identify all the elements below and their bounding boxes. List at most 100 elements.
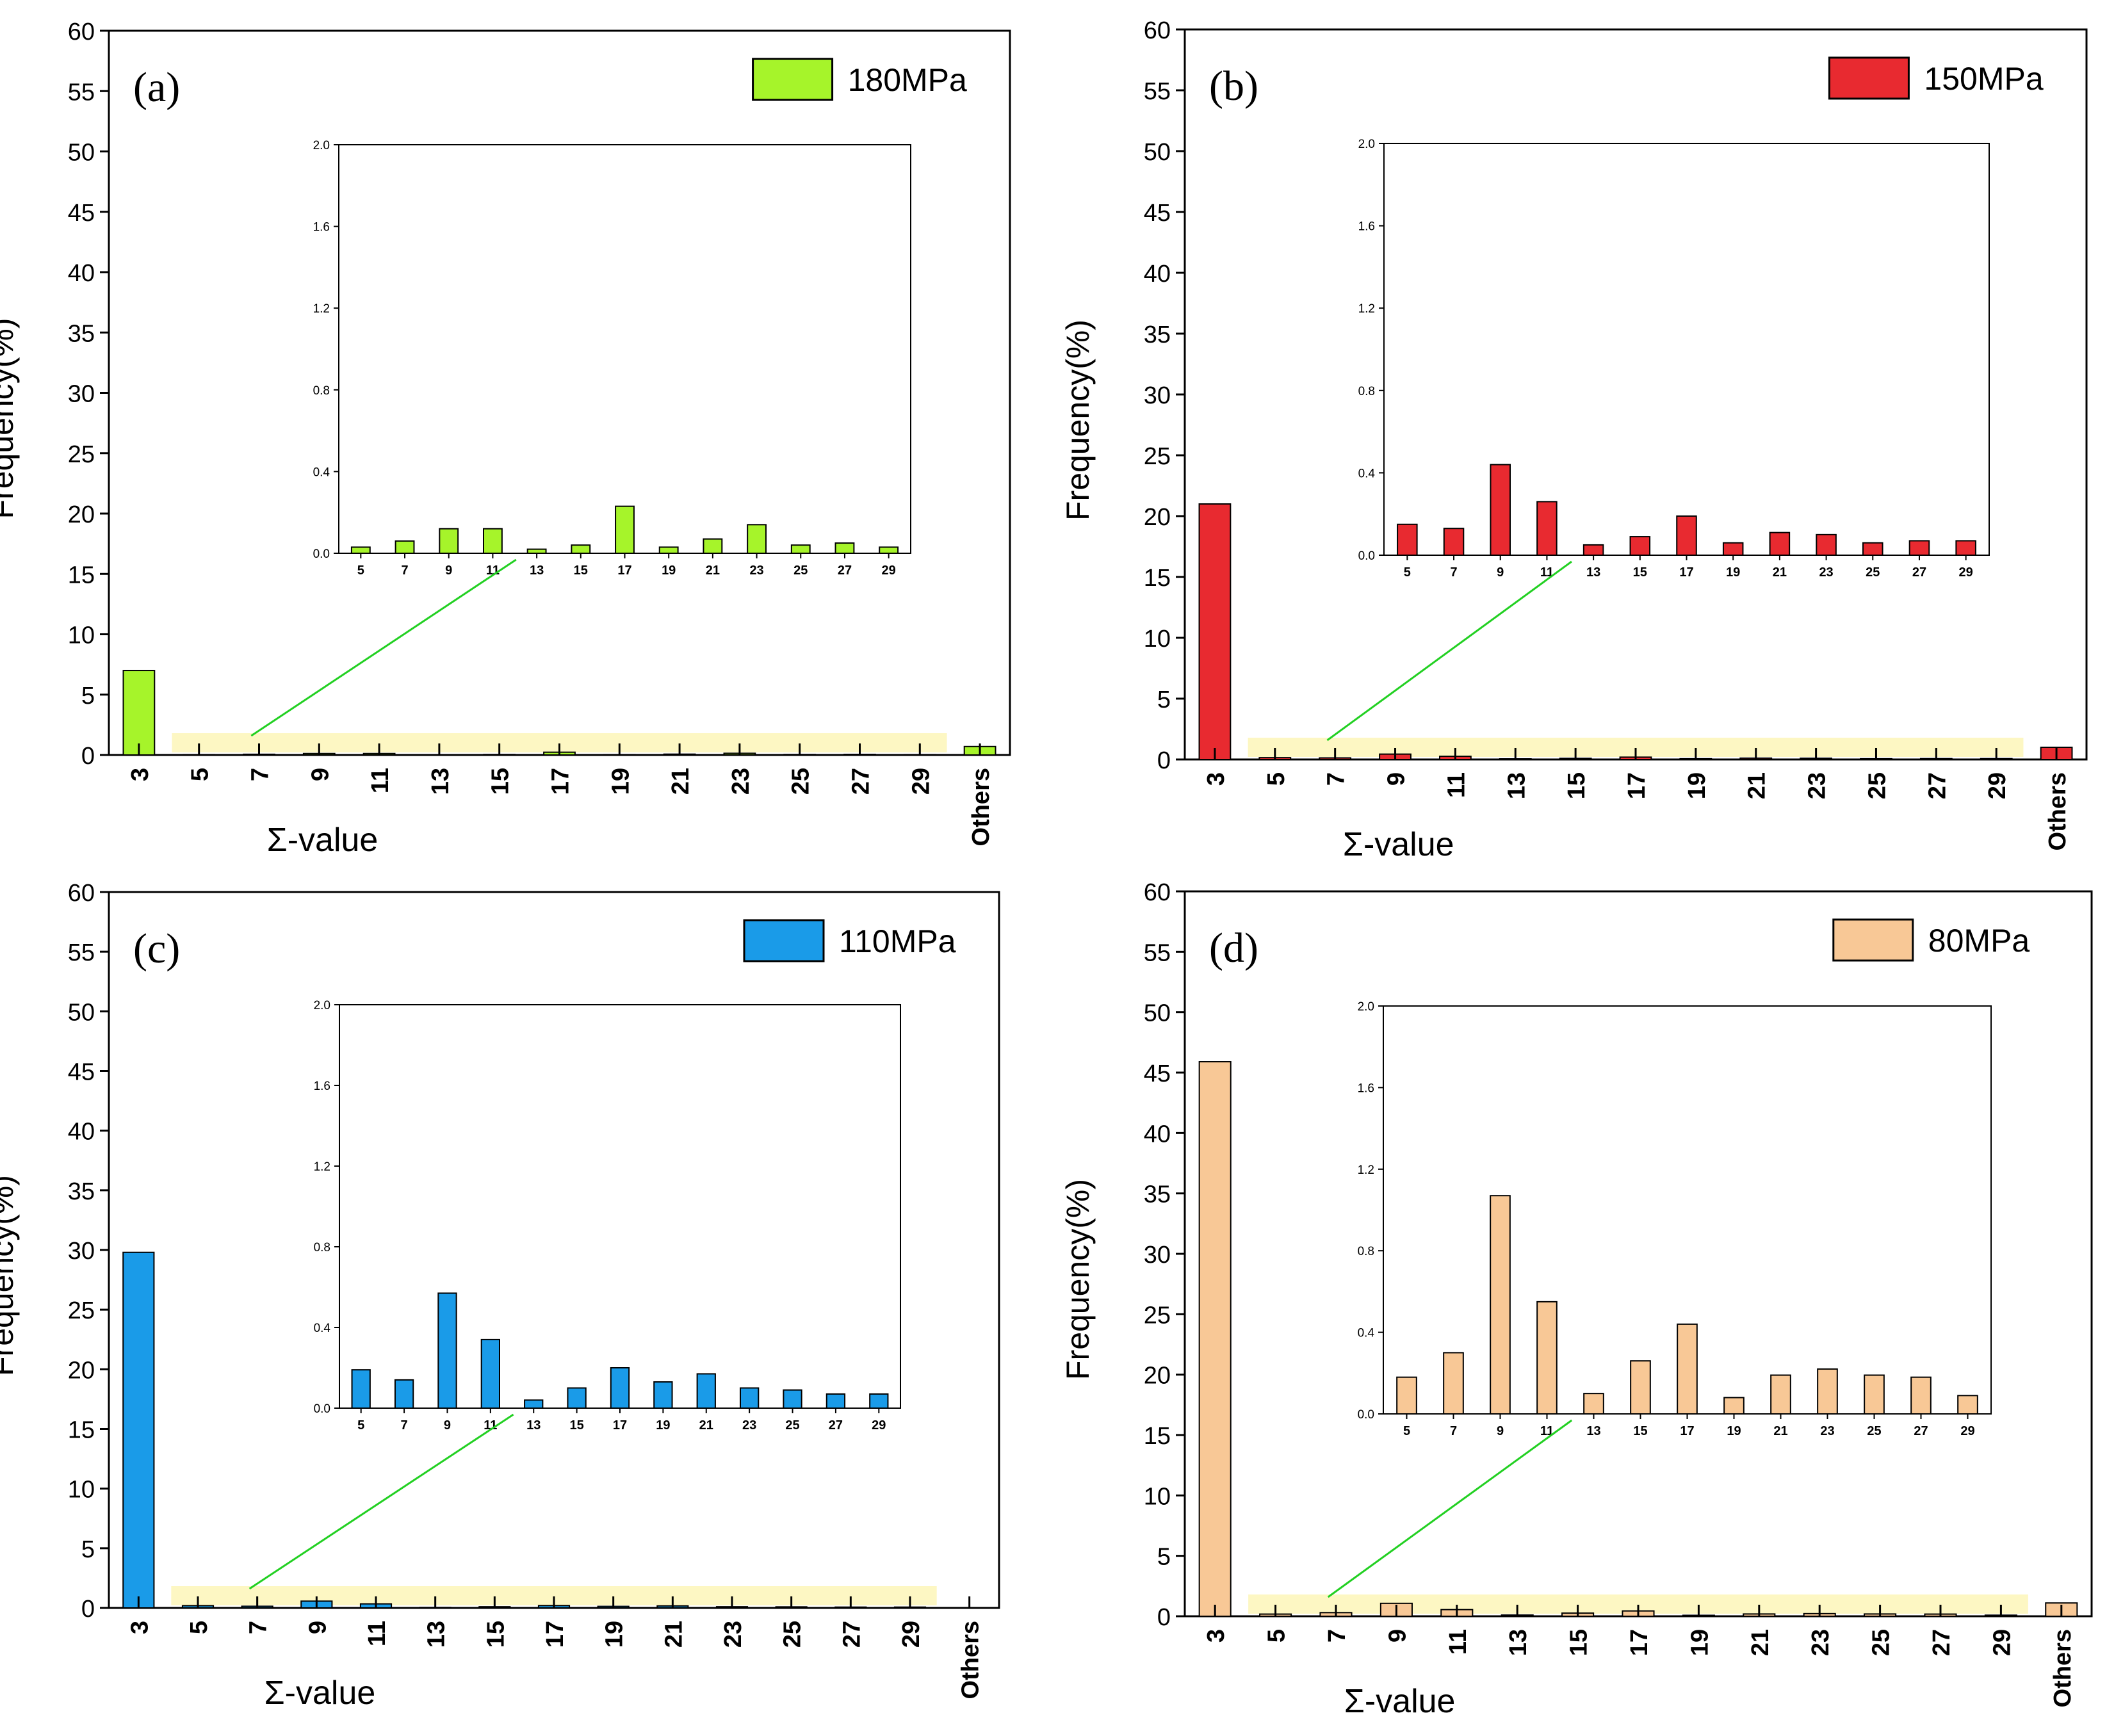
x-tick-label: 21 (1747, 1629, 1774, 1656)
zoom-connector-line (1327, 1419, 1573, 1598)
x-tick-label: 11 (1445, 1629, 1472, 1655)
inset-y-tick-label: 0.8 (1358, 1245, 1374, 1258)
inset-chart: 0.0 0.4 0.8 1.2 1.6 2.0 5 7 9 11 13 15 17 19 21 23 25 27 2… (314, 999, 901, 1432)
y-tick-label: 60 (1144, 17, 1171, 44)
inset-y-tick-label: 2.0 (314, 999, 330, 1012)
x-tick-label: 9 (1383, 772, 1410, 786)
x-tick-label: 27 (1928, 1629, 1955, 1656)
x-tick-label: 19 (1684, 772, 1711, 799)
y-tick-label: 45 (68, 1059, 95, 1086)
inset-bar-11 (1536, 501, 1558, 556)
y-tick-label: 40 (1144, 1121, 1171, 1148)
legend-swatch (743, 919, 825, 962)
inset-bar-21 (703, 538, 723, 554)
inset-y-tick-label: 1.2 (314, 1160, 330, 1174)
x-tick-label: 7 (1324, 1629, 1351, 1643)
legend-label: 180MPa (848, 62, 967, 98)
inset-y-tick-label: 0.0 (313, 548, 330, 561)
inset-bar-13 (1582, 544, 1604, 556)
x-tick-label: 21 (1744, 772, 1771, 799)
y-tick-label: 30 (1144, 382, 1171, 409)
legend-label: 110MPa (839, 923, 956, 959)
inset-x-tick-label: 17 (1679, 565, 1693, 580)
zoom-connector-line (1326, 560, 1572, 742)
inset-bar-9 (1490, 1195, 1511, 1415)
inset-y-tick-label: 0.0 (1358, 549, 1375, 563)
x-tick-label: 3 (1203, 1629, 1230, 1643)
inset-x-tick-label: 21 (706, 564, 720, 578)
x-tick-label: 5 (1263, 772, 1290, 786)
inset-x-tick-label: 15 (1633, 1424, 1647, 1438)
y-tick-label: 20 (1144, 504, 1171, 531)
x-axis-title: Σ-value (1344, 1683, 1456, 1720)
y-tick-label: 40 (68, 260, 95, 287)
inset-bar-27 (1910, 1376, 1932, 1415)
inset-bar-13 (526, 548, 547, 554)
x-tick-label: 7 (245, 1621, 272, 1634)
inset-x-tick-label: 23 (742, 1418, 756, 1432)
x-tick-label: 29 (1989, 1629, 2015, 1656)
inset-bar-17 (1677, 1323, 1698, 1415)
inset-x-tick-label: 25 (1867, 1424, 1881, 1438)
y-tick-label: 30 (1144, 1242, 1171, 1269)
bar-3 (122, 670, 156, 756)
x-tick-label: 27 (1924, 772, 1951, 799)
inset-x-tick-label: 21 (1773, 565, 1787, 580)
x-tick-label: 17 (1626, 1629, 1653, 1656)
inset-y-tick-label: 2.0 (1358, 138, 1375, 151)
inset-frame (338, 144, 911, 554)
y-tick-label: 0 (81, 743, 95, 770)
inset-x-tick-label: 29 (1959, 565, 1973, 580)
x-tick-label: 3 (126, 1621, 153, 1634)
y-tick-label: 45 (1144, 1060, 1171, 1087)
bar-3 (1198, 503, 1232, 760)
x-tick-label: 3 (1203, 772, 1230, 786)
inset-chart: 0.0 0.4 0.8 1.2 1.6 2.0 5 7 9 11 13 15 17 19 21 23 25 27 2… (313, 139, 911, 578)
x-tick-label: 9 (307, 768, 334, 781)
inset-x-tick-label: 7 (1450, 565, 1457, 580)
x-tick-label: 21 (667, 768, 694, 795)
inset-y-tick-label: 1.6 (1358, 1082, 1374, 1095)
y-tick-label: 35 (1144, 1181, 1171, 1208)
inset-y-tick-label: 2.0 (313, 139, 330, 152)
y-tick-label: 0 (1157, 747, 1171, 774)
y-tick-label: 45 (68, 200, 95, 227)
inset-bar-23 (740, 1387, 760, 1409)
x-tick-label: 13 (427, 768, 454, 795)
inset-bar-27 (1908, 540, 1930, 556)
inset-y-tick-label: 0.8 (1358, 385, 1375, 398)
inset-bar-15 (1629, 536, 1651, 556)
inset-bar-17 (1676, 515, 1697, 556)
y-tick-label: 40 (68, 1119, 95, 1146)
inset-x-tick-label: 27 (829, 1418, 843, 1432)
x-tick-label: 29 (907, 768, 934, 795)
inset-chart: 0.0 0.4 0.8 1.2 1.6 2.0 5 7 9 11 13 15 17 19 21 23 25 27 2… (1358, 1000, 1992, 1438)
y-tick-label: 5 (1157, 1544, 1171, 1571)
y-tick-label: 10 (68, 622, 95, 649)
inset-bar-7 (1443, 528, 1465, 556)
inset-y-tick-label: 2.0 (1358, 1000, 1374, 1014)
inset-x-tick-label: 19 (1726, 565, 1740, 580)
inset-bar-19 (1722, 542, 1744, 556)
y-tick-label: 20 (1144, 1363, 1171, 1390)
inset-x-tick-label: 9 (1497, 1424, 1504, 1438)
inset-y-tick-label: 1.6 (313, 221, 330, 234)
y-tick-label: 35 (68, 320, 95, 347)
inset-bar-23 (1817, 1368, 1838, 1415)
inset-y-tick-label: 0.4 (314, 1322, 331, 1335)
x-tick-label: 23 (1804, 772, 1831, 799)
inset-x-tick-label: 11 (484, 1418, 497, 1432)
inset-x-tick-label: 29 (872, 1418, 886, 1432)
x-tick-label: 23 (728, 768, 754, 795)
inset-bar-5 (1397, 523, 1418, 556)
inset-bar-29 (1957, 1395, 1978, 1415)
y-tick-label: 5 (81, 683, 95, 710)
x-tick-label: 5 (187, 768, 214, 781)
y-tick-label: 55 (68, 939, 95, 966)
legend-swatch (1832, 918, 1914, 962)
inset-x-tick-label: 7 (401, 1418, 408, 1432)
x-tick-label: 5 (186, 1621, 213, 1634)
inset-x-tick-label: 7 (401, 564, 408, 578)
inset-bar-25 (1864, 1374, 1885, 1415)
x-tick-label: 25 (1864, 772, 1891, 799)
